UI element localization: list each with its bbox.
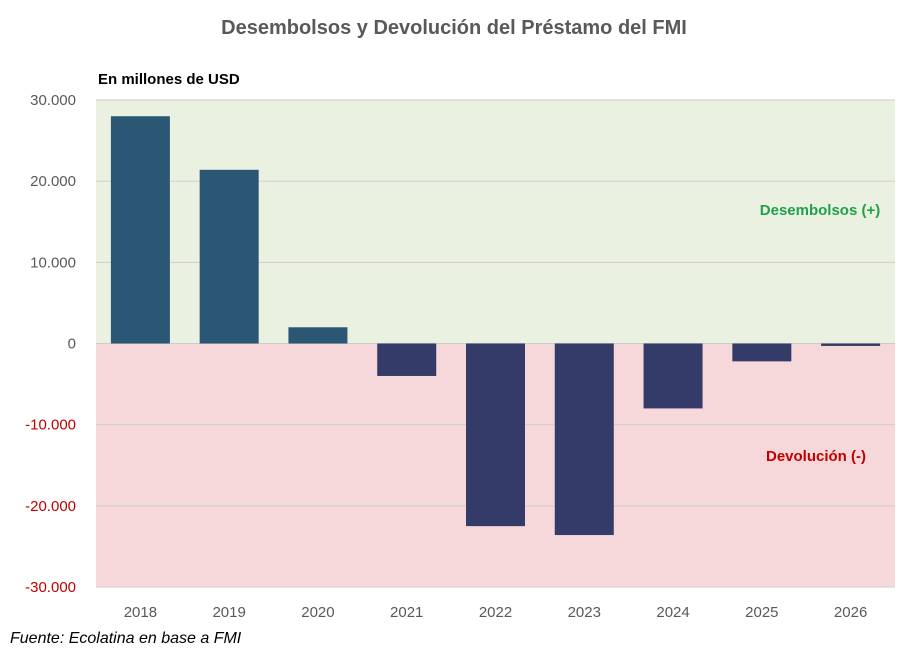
y-tick-label: 10.000 [30,254,76,271]
x-tick-label: 2018 [124,604,157,621]
x-tick-label: 2025 [745,604,778,621]
bar-2026 [821,343,881,346]
bar-2025 [732,343,792,362]
bar-2021 [377,343,437,376]
x-tick-label: 2026 [834,604,867,621]
y-tick-label: -20.000 [25,498,76,515]
x-tick-label: 2021 [390,604,423,621]
bars [110,116,881,536]
x-axis-ticks: 2018 2019 2020 2021 2022 2023 2024 2025 2026 [124,604,868,621]
negative-region-label: Devolución (-) [766,448,866,465]
chart-title: Desembolsos y Devolución del Préstamo de… [221,17,687,39]
y-tick-label: 30.000 [30,92,76,109]
bar-2018 [110,116,170,344]
x-tick-label: 2019 [212,604,245,621]
x-tick-label: 2024 [656,604,689,621]
y-tick-label: 20.000 [30,173,76,190]
x-tick-label: 2023 [568,604,601,621]
y-tick-label: 0 [68,336,76,353]
bar-2024 [643,343,703,409]
bar-2023 [554,343,614,536]
y-tick-label: -10.000 [25,417,76,434]
positive-region-label: Desembolsos (+) [760,202,880,219]
bar-2022 [466,343,525,527]
source-note: Fuente: Ecolatina en base a FMI [10,630,242,647]
bar-2019 [199,169,259,344]
x-tick-label: 2020 [301,604,334,621]
y-axis-ticks: 30.000 20.000 10.000 0 -10.000 -20.000 -30.000 [25,92,76,596]
x-tick-label: 2022 [479,604,512,621]
unit-label: En millones de USD [98,71,240,88]
y-tick-label: -30.000 [25,579,76,596]
bar-2020 [288,327,348,344]
